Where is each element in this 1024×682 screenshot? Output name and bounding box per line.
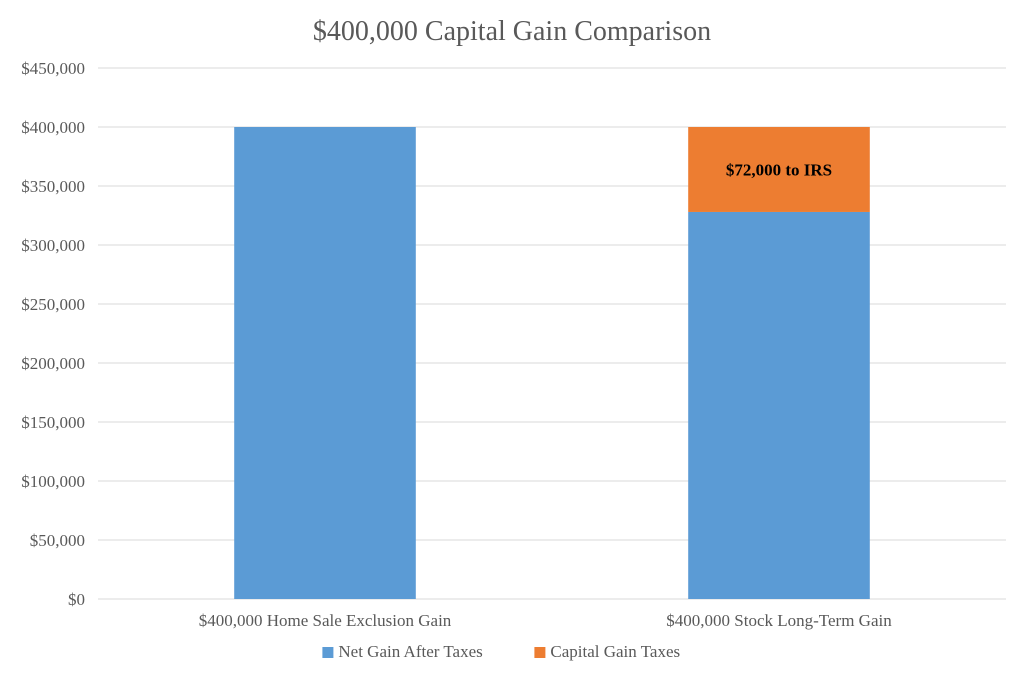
x-axis-categories: $400,000 Home Sale Exclusion Gain $400,00… — [199, 611, 893, 630]
y-tick-label: $150,000 — [21, 413, 85, 432]
y-tick-label: $100,000 — [21, 472, 85, 491]
y-tick-label: $450,000 — [21, 59, 85, 78]
legend: Net Gain After Taxes Capital Gain Taxes — [322, 642, 680, 661]
y-tick-label: $400,000 — [21, 118, 85, 137]
bar-annotation: $72,000 to IRS — [726, 160, 832, 179]
bar-segment — [688, 127, 870, 212]
bar-segment — [234, 127, 416, 599]
legend-swatch — [322, 647, 334, 658]
legend-label: Net Gain After Taxes — [338, 642, 482, 661]
legend-swatch — [534, 647, 546, 658]
legend-label: Capital Gain Taxes — [550, 642, 680, 661]
y-tick-label: $50,000 — [30, 531, 85, 550]
bar-segment — [688, 211, 870, 599]
y-tick-label: $200,000 — [21, 354, 85, 373]
y-axis-ticks: $0 $50,000 $100,000 $150,000 $200,000 $250,00… — [21, 59, 85, 609]
y-tick-label: $250,000 — [21, 295, 85, 314]
y-tick-label: $350,000 — [21, 177, 85, 196]
x-category-label: $400,000 Stock Long-Term Gain — [666, 611, 892, 630]
bars — [234, 127, 870, 599]
y-tick-label: $300,000 — [21, 236, 85, 255]
y-tick-label: $0 — [68, 590, 85, 609]
annotations: $72,000 to IRS — [726, 160, 832, 179]
chart-title: $400,000 Capital Gain Comparison — [313, 16, 711, 47]
x-category-label: $400,000 Home Sale Exclusion Gain — [199, 611, 452, 630]
